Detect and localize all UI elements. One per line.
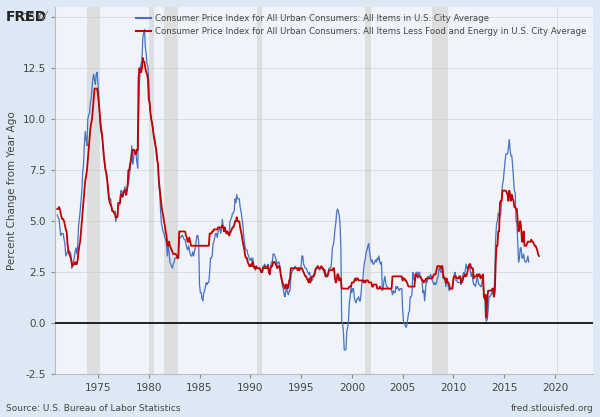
Y-axis label: Percent Change from Year Ago: Percent Change from Year Ago (7, 111, 17, 270)
Bar (365, 7, 371, 374)
Text: fred.stlouisfed.org: fred.stlouisfed.org (511, 404, 594, 413)
Bar (432, 7, 448, 374)
Legend: Consumer Price Index for All Urban Consumers: All Items in U.S. City Average, Co: Consumer Price Index for All Urban Consu… (133, 11, 589, 39)
Bar (149, 7, 154, 374)
Bar (557, 7, 559, 374)
Bar (257, 7, 262, 374)
Bar (87, 7, 100, 374)
Text: FRED: FRED (6, 10, 47, 25)
Text: ⁄: ⁄ (43, 10, 46, 23)
Text: Source: U.S. Bureau of Labor Statistics: Source: U.S. Bureau of Labor Statistics (6, 404, 181, 413)
Bar (164, 7, 178, 374)
